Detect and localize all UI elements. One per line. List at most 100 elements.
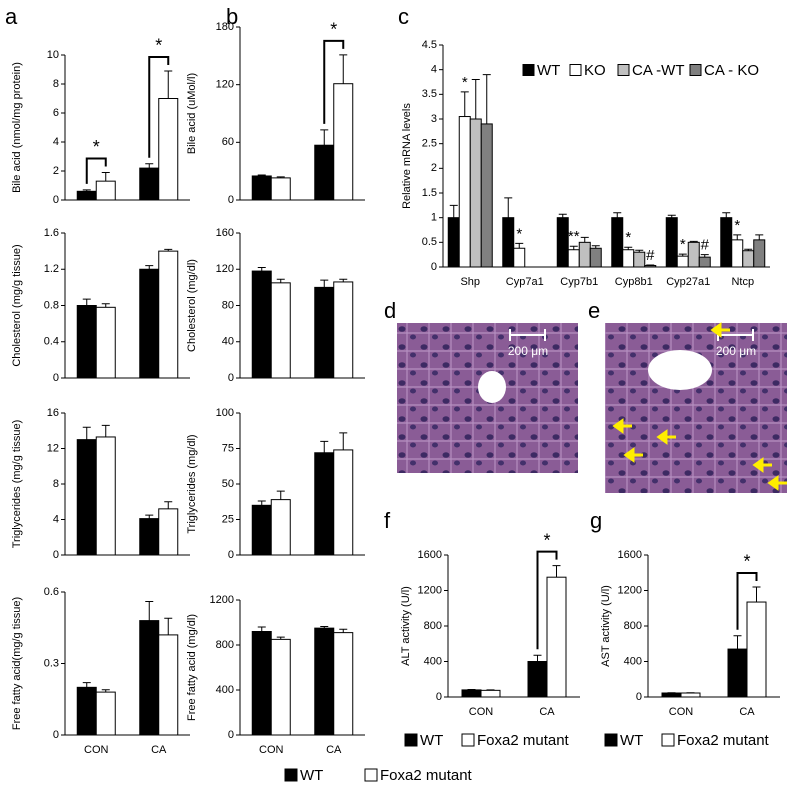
y-tick-label: 0	[53, 549, 59, 561]
bar	[95, 306, 116, 379]
legend-swatch	[604, 733, 618, 747]
error-bar	[145, 265, 154, 270]
error-bar	[755, 234, 764, 240]
bar	[480, 689, 501, 698]
chart: 0 4 8 12 16 Triglycerides (mg/g tissue)	[11, 407, 190, 561]
bar	[251, 631, 272, 736]
significance-mark: *	[625, 229, 631, 246]
bar	[314, 627, 335, 736]
x-tick-label: CA	[326, 744, 342, 756]
error-bar	[733, 635, 742, 650]
legend-label: WT	[537, 62, 560, 79]
significance-mark: *	[462, 74, 468, 91]
bar	[95, 180, 116, 201]
significance-mark: *	[330, 20, 337, 40]
x-tick-label: Cyp8b1	[615, 276, 653, 288]
y-tick-label: 0	[53, 729, 59, 741]
y-tick-label: 3.5	[422, 88, 437, 100]
bar	[76, 190, 97, 201]
error-bar	[339, 432, 348, 450]
y-tick-label: 2	[431, 162, 437, 174]
y-tick-label: 120	[216, 263, 234, 275]
error-bar	[460, 91, 469, 117]
y-tick-label: 2.5	[422, 138, 437, 150]
error-bar	[471, 79, 480, 119]
error-bar	[613, 212, 622, 218]
legend-label: WT	[420, 732, 443, 749]
y-axis-label: Bile acid (nmol/mg protein)	[11, 62, 23, 193]
panel-label: g	[590, 508, 602, 533]
legend-swatch	[689, 64, 702, 76]
error-bar	[339, 54, 348, 84]
bar	[556, 217, 569, 268]
error-bar	[101, 171, 110, 182]
significance-bracket	[85, 157, 107, 184]
bar	[687, 241, 700, 268]
y-tick-label: 180	[216, 21, 234, 33]
bar	[578, 241, 591, 268]
chart: 0 400 800 1200 1600 ALT activity (U/l) CON CA * W…	[400, 530, 580, 749]
bar	[333, 83, 354, 201]
y-axis-label: Bile acid (uMol/l)	[186, 73, 198, 154]
x-tick-label: CON	[259, 744, 284, 756]
legend-label: Foxa2 mutant	[677, 732, 770, 749]
y-tick-label: 400	[624, 655, 642, 667]
panel-label: c	[398, 4, 409, 29]
chart: 0 25 50 75 100 Triglycerides (mg/dl)	[186, 407, 365, 561]
significance-mark: *	[743, 552, 750, 572]
scale-bar	[509, 329, 546, 341]
bar	[698, 256, 711, 268]
chart: 0 60 120 180 Bile acid (uMol/l) *	[186, 20, 365, 206]
bar	[314, 452, 335, 556]
legend-label: CA - KO	[704, 62, 759, 79]
error-bar	[164, 617, 173, 635]
y-tick-label: 1600	[418, 549, 442, 561]
scale-label: 200 μm	[716, 344, 756, 358]
y-tick-label: 400	[216, 684, 234, 696]
error-bar	[82, 682, 91, 688]
error-bar	[257, 500, 266, 506]
chart: 0 400 800 1200 Free fatty acid (mg/dl) CON CA	[186, 594, 365, 756]
error-bar	[504, 197, 513, 218]
y-tick-label: 1600	[618, 549, 642, 561]
arrows	[612, 322, 787, 491]
bar	[158, 508, 179, 556]
error-bar	[752, 586, 761, 603]
y-axis-label: AST activity (U/l)	[600, 585, 612, 667]
error-bar	[145, 163, 154, 169]
y-tick-label: 4	[53, 513, 59, 525]
y-axis-label: Cholesterol (mg/dl)	[186, 259, 198, 352]
y-tick-label: 1.5	[422, 187, 437, 199]
vessel	[478, 371, 506, 403]
significance-mark: *	[680, 236, 686, 253]
legend-swatch	[284, 768, 298, 782]
y-tick-label: 1200	[618, 584, 642, 596]
y-axis-label: Triglycerides (mg/dl)	[186, 434, 198, 533]
bar	[753, 239, 766, 268]
y-tick-label: 75	[222, 442, 234, 454]
y-axis-label: Cholesterol (mg/g tissue)	[11, 244, 23, 366]
bar	[622, 249, 635, 268]
bar	[458, 116, 471, 268]
error-bar	[339, 628, 348, 633]
bar	[270, 282, 291, 379]
y-tick-label: 10	[47, 49, 59, 61]
bar	[251, 175, 272, 201]
y-tick-label: 16	[47, 407, 59, 419]
y-tick-label: 60	[222, 136, 234, 148]
y-tick-label: 1.6	[44, 227, 59, 239]
histology-image: 200 μm	[605, 322, 787, 493]
bar	[139, 268, 160, 379]
y-tick-label: 800	[216, 639, 234, 651]
x-tick-label: CA	[739, 706, 755, 718]
y-tick-label: 0.5	[422, 236, 437, 248]
bar	[314, 144, 335, 201]
bar	[676, 255, 689, 268]
legend-label: WT	[620, 732, 643, 749]
error-bar	[552, 565, 561, 578]
y-tick-label: 2	[53, 165, 59, 177]
bar	[251, 504, 272, 556]
y-tick-label: 0	[636, 691, 642, 703]
y-tick-label: 0	[431, 261, 437, 273]
error-bar	[276, 490, 285, 500]
